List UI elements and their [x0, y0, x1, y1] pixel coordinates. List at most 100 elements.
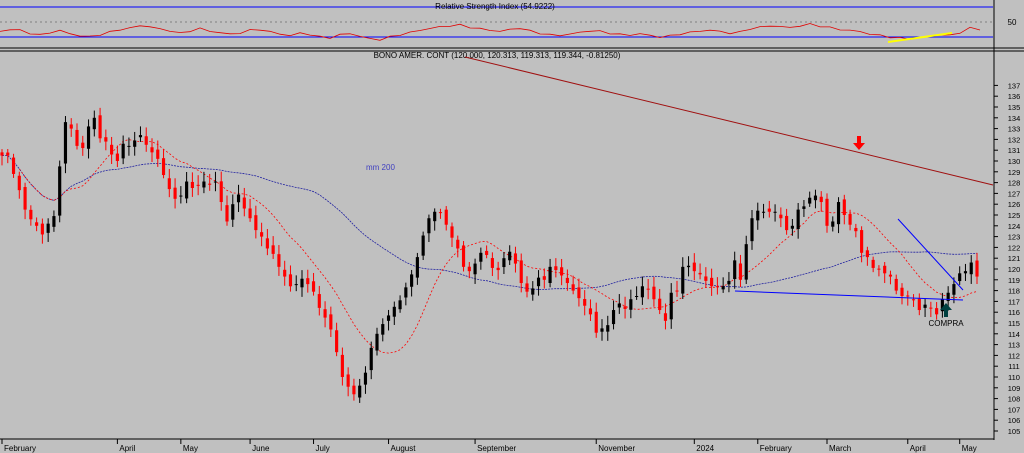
rsi-line [0, 23, 981, 41]
candle-body [571, 284, 575, 291]
price-tick-label: 112 [1008, 351, 1020, 360]
time-tick-label: July [316, 444, 330, 453]
candle-body [386, 315, 391, 321]
candle-body [248, 208, 252, 219]
candle-body [733, 260, 737, 280]
candle-body [542, 276, 546, 280]
candle-body [946, 292, 950, 302]
candle-body [271, 245, 275, 254]
price-tick-label: 108 [1008, 395, 1021, 404]
candle-body [860, 230, 864, 253]
candle-body [0, 152, 4, 156]
time-tick-label: February [760, 444, 792, 453]
candle-body [231, 204, 235, 220]
candle-body [161, 158, 166, 176]
candle-body [600, 328, 604, 332]
candle-body [179, 195, 183, 197]
candle-body [704, 276, 708, 281]
candle-body [629, 299, 633, 310]
time-axis: February April May June July August September N… [1, 439, 977, 453]
price-tick-label: 116 [1008, 308, 1020, 317]
candle-body [335, 330, 339, 353]
candle-body [623, 306, 627, 309]
sell-arrow-icon [853, 136, 865, 150]
candle-body [35, 222, 39, 226]
candle-body [802, 206, 806, 209]
candle-body [190, 181, 194, 188]
price-tick-label: 136 [1008, 92, 1021, 101]
candle-body [836, 202, 841, 225]
candle-body [490, 258, 494, 268]
candle-body [577, 287, 581, 299]
price-tick-label: 105 [1008, 427, 1021, 436]
candle-body [110, 144, 114, 155]
rsi-panel: Relative Strength Index (54.9222) 50 [0, 2, 1017, 43]
candle-body [306, 278, 310, 285]
buy-arrow-icon [940, 303, 952, 317]
candle-body [969, 262, 973, 275]
candle-body [421, 235, 425, 256]
candle-body [773, 211, 777, 213]
candle-body [133, 140, 137, 147]
candle-body [865, 250, 869, 258]
candle-body [854, 227, 858, 232]
candle-body [767, 208, 771, 212]
price-tick-label: 125 [1008, 211, 1021, 220]
price-tick-label: 118 [1008, 287, 1020, 296]
candle-body [294, 284, 298, 286]
candle-body [808, 197, 812, 204]
price-tick-label: 117 [1008, 297, 1020, 306]
candle-body [167, 178, 171, 190]
candle-body [225, 205, 229, 222]
candle-body [554, 266, 558, 271]
candle-body [381, 324, 385, 335]
candle-body [150, 147, 154, 153]
candle-body [479, 252, 483, 262]
candle-body [300, 278, 304, 288]
candle-body [929, 307, 933, 309]
candle-body [461, 245, 466, 267]
candle-body [646, 288, 650, 290]
candle-body [115, 153, 119, 161]
trendline-long [464, 56, 994, 186]
candle-body [277, 254, 281, 267]
candle-body [663, 313, 668, 321]
candle-body [617, 303, 621, 308]
candle-body [352, 385, 356, 395]
candle-body [323, 309, 327, 318]
candle-body [363, 372, 368, 385]
candle-body [236, 194, 241, 203]
price-tick-label: 106 [1008, 416, 1021, 425]
candle-body [715, 286, 719, 288]
price-tick-label: 115 [1008, 319, 1020, 328]
price-tick-label: 113 [1008, 341, 1020, 350]
price-tick-label: 114 [1008, 330, 1020, 339]
price-axis: 1051061071081091101111121131141151161171… [994, 81, 1020, 436]
candle-body [288, 274, 293, 287]
candle-body [640, 286, 644, 298]
price-tick-label: 131 [1008, 146, 1021, 155]
candle-body [283, 269, 287, 277]
candle-body [6, 152, 10, 156]
candle-body [92, 117, 96, 130]
candle-body [410, 274, 414, 287]
candle-body [508, 251, 512, 261]
price-tick-label: 127 [1008, 189, 1021, 198]
rsi-title: Relative Strength Index (54.9222) [435, 2, 555, 11]
time-tick-label: May [183, 444, 198, 453]
candle-body [813, 195, 818, 201]
candle-body [86, 126, 91, 149]
ma-200-label: mm 200 [366, 163, 395, 172]
price-tick-label: 135 [1008, 103, 1021, 112]
candle-body [69, 124, 73, 129]
candle-body [831, 221, 835, 227]
candle-body [340, 354, 344, 377]
candle-body [58, 166, 62, 216]
moving-average-200 [2, 155, 978, 290]
candle-body [796, 209, 800, 230]
candle-body [23, 187, 27, 210]
candle-body [513, 253, 518, 264]
candle-body [398, 300, 402, 310]
candle-body [825, 198, 829, 226]
price-tick-label: 120 [1008, 265, 1021, 274]
